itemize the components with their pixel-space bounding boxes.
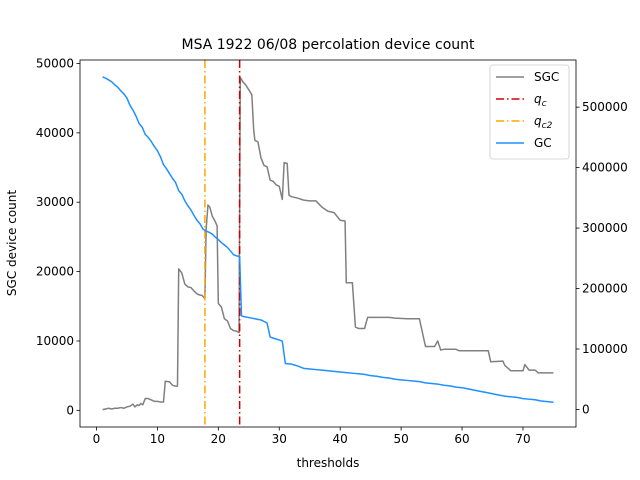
legend-label: qc: [534, 92, 547, 109]
x-axis-label: thresholds: [297, 456, 360, 470]
x-tick-label: 70: [515, 432, 530, 446]
y-right-tick-label: 400000: [582, 161, 628, 175]
y-right-tick-label: 0: [582, 402, 590, 416]
x-tick-label: 60: [454, 432, 469, 446]
y-left-tick-label: 0: [66, 403, 74, 417]
y-axis-label: SGC device count: [5, 190, 19, 296]
plot-area: 0 10 20 30 40 50 60 70 0 10000 20000 30000 40000 5000…: [36, 56, 628, 446]
x-tick-label: 40: [333, 432, 348, 446]
y-right-tick-label: 200000: [582, 282, 628, 296]
y-left-tick-label: 40000: [36, 126, 74, 140]
y-left-tick-label: 10000: [36, 334, 74, 348]
y-right-tick-label: 100000: [582, 342, 628, 356]
series-line-gc: [102, 76, 554, 403]
legend-label: qc2: [534, 114, 553, 131]
series-line-sgc: [102, 76, 554, 411]
legend-box: [489, 64, 570, 160]
x-tick-label: 20: [211, 432, 226, 446]
axes-frame: [79, 59, 577, 428]
x-tick-label: 0: [93, 432, 101, 446]
x-tick-label: 30: [272, 432, 287, 446]
legend-label: SGC: [534, 70, 559, 84]
y-left-tick-label: 30000: [36, 195, 74, 209]
y-right-tick-label: 300000: [582, 221, 628, 235]
y-left-tick-label: 20000: [36, 265, 74, 279]
legend-label: GC: [534, 136, 552, 150]
x-tick-label: 50: [393, 432, 408, 446]
chart-title: MSA 1922 06/08 percolation device count: [181, 37, 475, 53]
legend: SGC qc qc2 GC: [489, 64, 570, 160]
x-tick-label: 10: [150, 432, 165, 446]
y-right-tick-label: 500000: [582, 100, 628, 114]
y-left-tick-label: 50000: [36, 56, 74, 70]
